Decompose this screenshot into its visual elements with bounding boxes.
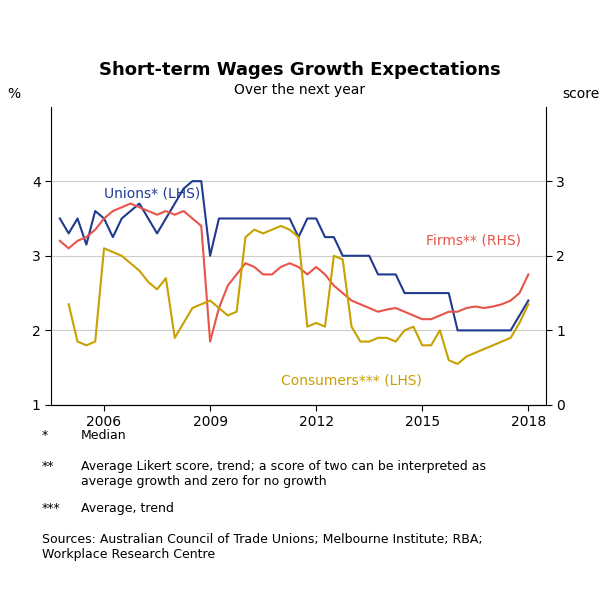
Text: Sources: Australian Council of Trade Unions; Melbourne Institute; RBA;
Workplace: Sources: Australian Council of Trade Uni…: [42, 533, 482, 561]
Text: %: %: [7, 86, 20, 100]
Text: Short-term Wages Growth Expectations: Short-term Wages Growth Expectations: [99, 61, 501, 79]
Text: Unions* (LHS): Unions* (LHS): [104, 186, 200, 200]
Text: Over the next year: Over the next year: [235, 83, 365, 97]
Text: *: *: [42, 429, 48, 442]
Text: ***: ***: [42, 502, 61, 515]
Text: Average Likert score, trend; a score of two can be interpreted as
average growth: Average Likert score, trend; a score of …: [81, 460, 486, 488]
Text: score: score: [562, 86, 599, 100]
Text: Firms** (RHS): Firms** (RHS): [426, 234, 521, 248]
Text: Median: Median: [81, 429, 127, 442]
Text: Consumers*** (LHS): Consumers*** (LHS): [281, 373, 422, 387]
Text: **: **: [42, 460, 55, 473]
Text: Average, trend: Average, trend: [81, 502, 174, 515]
